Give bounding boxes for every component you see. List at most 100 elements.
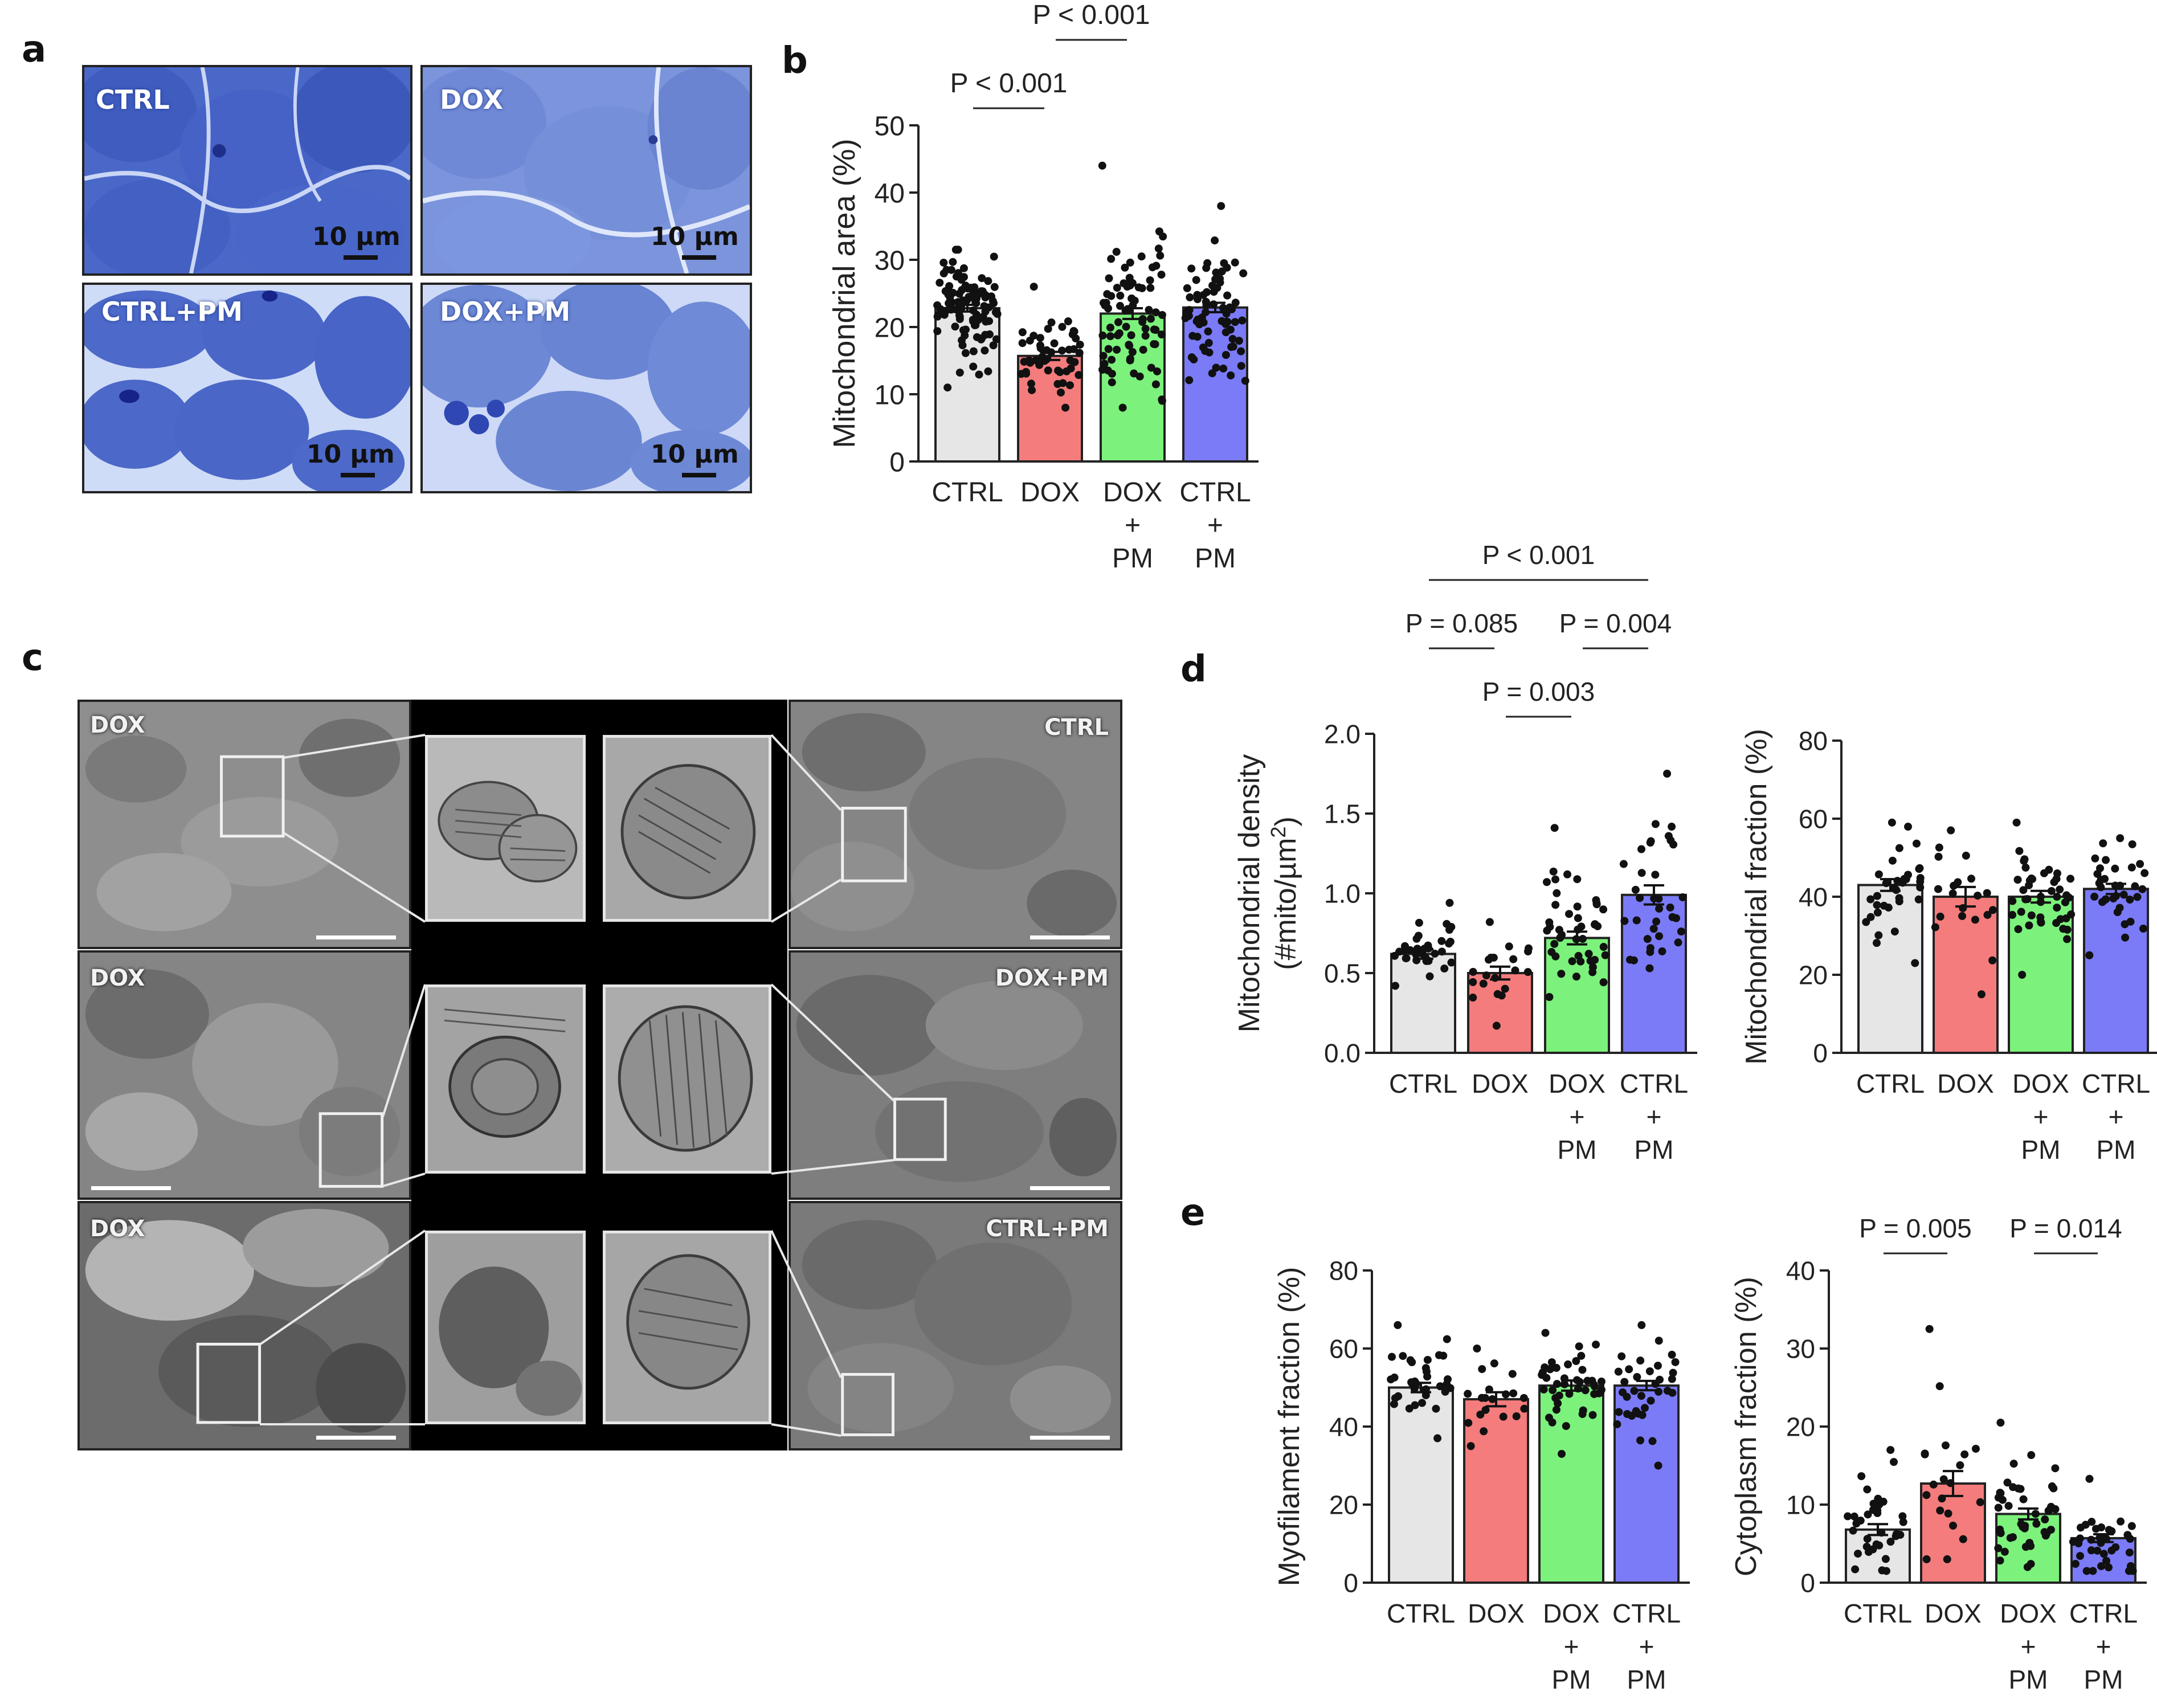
data-point <box>1575 1342 1583 1351</box>
data-point <box>2052 919 2061 927</box>
micrograph-label: CTRL+PM <box>101 296 243 327</box>
data-point <box>1212 363 1220 372</box>
bar-dox <box>1933 896 1999 1054</box>
data-point <box>1414 931 1423 940</box>
data-point <box>1153 367 1162 375</box>
data-point <box>1949 1521 1958 1530</box>
bar-ctrl <box>1388 1386 1454 1584</box>
data-point <box>1869 1499 1878 1508</box>
data-point <box>1072 334 1080 343</box>
data-point <box>975 370 983 379</box>
bar-dox <box>1467 972 1533 1054</box>
data-point <box>1076 340 1084 349</box>
data-point <box>1941 1441 1950 1450</box>
data-point <box>1476 1410 1485 1419</box>
data-point <box>1895 894 1903 902</box>
panel-letter-d: d <box>1180 648 1207 690</box>
y-tick-label: 0 <box>1343 1568 1358 1598</box>
data-point <box>1651 871 1660 879</box>
data-point <box>1018 328 1027 337</box>
data-point <box>1122 322 1130 331</box>
data-point <box>1394 1392 1403 1400</box>
data-point <box>1646 839 1654 847</box>
y-tick-label: 20 <box>875 313 905 343</box>
panel-letter-a: a <box>22 28 47 71</box>
data-point <box>1637 1321 1646 1329</box>
data-point <box>1431 949 1439 958</box>
data-point <box>1030 283 1038 291</box>
data-point <box>2076 1552 2085 1560</box>
em-label: DOX <box>90 965 145 991</box>
data-point <box>2063 935 2072 943</box>
data-point <box>981 346 989 355</box>
data-point <box>1210 288 1218 296</box>
data-point <box>1433 1434 1442 1443</box>
data-point <box>2140 869 2149 877</box>
data-point <box>1102 299 1110 307</box>
data-point <box>1929 1480 1938 1489</box>
data-point <box>1241 377 1249 385</box>
y-axis-label-superscript: 2 <box>1267 827 1290 838</box>
data-point <box>1649 925 1658 933</box>
y-tick-label: 40 <box>1329 1412 1358 1442</box>
data-point <box>1418 1399 1427 1407</box>
data-point <box>1977 990 1986 999</box>
data-point <box>969 316 977 324</box>
data-point <box>1983 889 1991 897</box>
chart-e2-svg: 0 10 20 30 40 Cytoplasm fraction (%) CTRL DOX DO… <box>1730 1213 2147 1694</box>
scale-bar <box>316 1436 396 1440</box>
data-point <box>1562 1422 1570 1431</box>
data-point <box>1931 923 1939 931</box>
x-tick-label: CTRL <box>932 477 1003 508</box>
em-label: CTRL+PM <box>986 1216 1109 1242</box>
data-point <box>2014 1484 2023 1493</box>
data-point <box>2053 904 2061 912</box>
data-point <box>1469 978 1477 986</box>
data-point <box>1237 362 1245 370</box>
y-tick-label: 40 <box>1799 882 1828 912</box>
data-point <box>1432 1404 1440 1413</box>
bar-ctrl+pm <box>2083 888 2149 1054</box>
x-tick-label: PM <box>1195 544 1236 574</box>
data-point <box>1971 1444 1980 1453</box>
data-point <box>1866 913 1875 921</box>
data-point <box>933 327 942 336</box>
data-point <box>1491 974 1500 982</box>
data-point <box>1655 932 1664 941</box>
y-tick-label: 0 <box>889 447 905 477</box>
zoom-inset-dox-pm <box>603 984 771 1174</box>
significance-label: P = 0.003 <box>1482 677 1595 706</box>
data-point <box>1578 1410 1587 1419</box>
em-ctrl-pm: CTRL+PM <box>789 1201 1122 1450</box>
data-point <box>2085 951 2094 959</box>
x-tick-label: DOX <box>1549 1069 1606 1098</box>
data-point <box>955 311 963 320</box>
data-point <box>1641 1404 1649 1412</box>
x-tick-label: CTRL <box>1389 1069 1457 1098</box>
data-point <box>1222 351 1230 359</box>
data-point <box>1654 1461 1662 1470</box>
data-point <box>2105 1526 2113 1534</box>
data-point <box>1151 308 1160 317</box>
data-point <box>1183 284 1191 292</box>
data-point <box>1218 317 1226 325</box>
x-tick-label: DOX <box>1103 477 1162 508</box>
data-point <box>1036 344 1045 353</box>
data-point <box>1113 284 1121 292</box>
y-tick-label: 1.0 <box>1324 879 1361 909</box>
data-point <box>1553 1380 1561 1388</box>
data-point <box>1557 970 1566 978</box>
data-point <box>1437 937 1446 945</box>
data-point <box>1402 954 1410 963</box>
data-point <box>1960 1450 1969 1458</box>
data-point <box>1106 332 1114 341</box>
data-point <box>2027 911 2036 920</box>
data-point <box>1915 864 1924 872</box>
data-point <box>1936 1506 1944 1515</box>
data-point <box>2091 854 2099 863</box>
data-point <box>1678 893 1687 901</box>
zoom-inset-dox-row3 <box>425 1231 586 1424</box>
data-point <box>1204 327 1212 336</box>
zoom-texture <box>606 1233 769 1421</box>
data-point <box>1550 939 1559 948</box>
